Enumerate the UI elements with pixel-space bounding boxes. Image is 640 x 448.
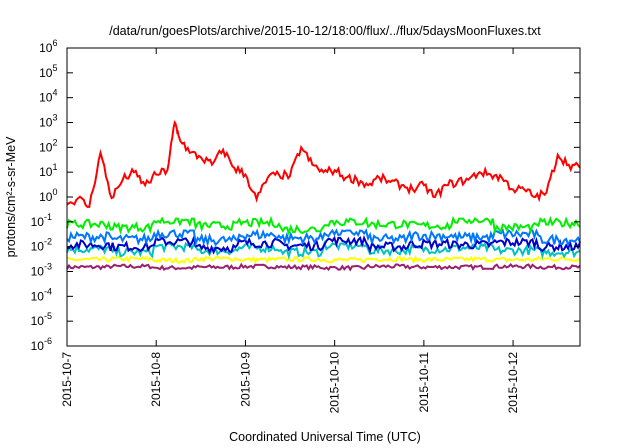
y-tick-label: 10-6 [31,336,52,353]
plot-frame [66,47,581,347]
y-axis: 10-610-510-410-310-210-11001011021031041… [31,38,580,353]
y-tick-label: 103 [39,113,57,130]
y-tick-exponent: 6 [52,38,57,48]
series-line [66,120,581,208]
y-tick-label: 10-1 [31,212,52,229]
y-tick-exponent: 5 [52,63,57,73]
y-tick-exponent: -3 [44,262,52,272]
y-tick-label: 100 [39,187,57,204]
y-tick-label: 10-4 [31,286,52,303]
series-line [66,255,581,265]
y-tick-exponent: -4 [44,286,52,296]
y-tick-exponent: -6 [44,336,52,346]
y-tick-label: 10-3 [31,262,52,279]
y-tick-exponent: 4 [52,88,57,98]
x-tick-label: 2015-10-9 [238,352,252,407]
y-tick-label: 10-2 [31,237,52,254]
y-tick-exponent: 1 [52,162,57,172]
x-axis-label: Coordinated Universal Time (UTC) [229,430,421,444]
x-tick-label: 2015-10-8 [149,352,163,407]
chart-title: /data/run/goesPlots/archive/2015-10-12/1… [109,24,541,38]
y-tick-exponent: -2 [44,237,52,247]
x-axis: 2015-10-7 2015-10-8 2015-10-9 2015-10-10 201… [60,48,520,413]
y-tick-exponent: -5 [44,311,52,321]
x-tick-label: 2015-10-10 [328,352,342,414]
y-tick-label: 101 [39,162,57,179]
x-tick-label: 2015-10-12 [506,352,520,414]
y-tick-label: 10-5 [31,311,52,328]
y-tick-exponent: 2 [52,137,57,147]
y-tick-exponent: 0 [52,187,57,197]
y-tick-label: 104 [39,88,57,105]
y-tick-exponent: 3 [52,113,57,123]
x-tick-label: 2015-10-7 [60,352,74,407]
y-tick-label: 105 [39,63,57,80]
series-line [66,215,581,237]
x-tick-label: 2015-10-11 [417,352,431,413]
y-tick-exponent: -1 [44,212,52,222]
series-layer [66,120,581,272]
series-line [66,234,581,255]
y-tick-label: 106 [39,38,57,55]
y-axis-label: protons/cm²-s-sr-MeV [4,136,18,258]
series-line [66,262,581,272]
y-tick-label: 102 [39,137,57,154]
